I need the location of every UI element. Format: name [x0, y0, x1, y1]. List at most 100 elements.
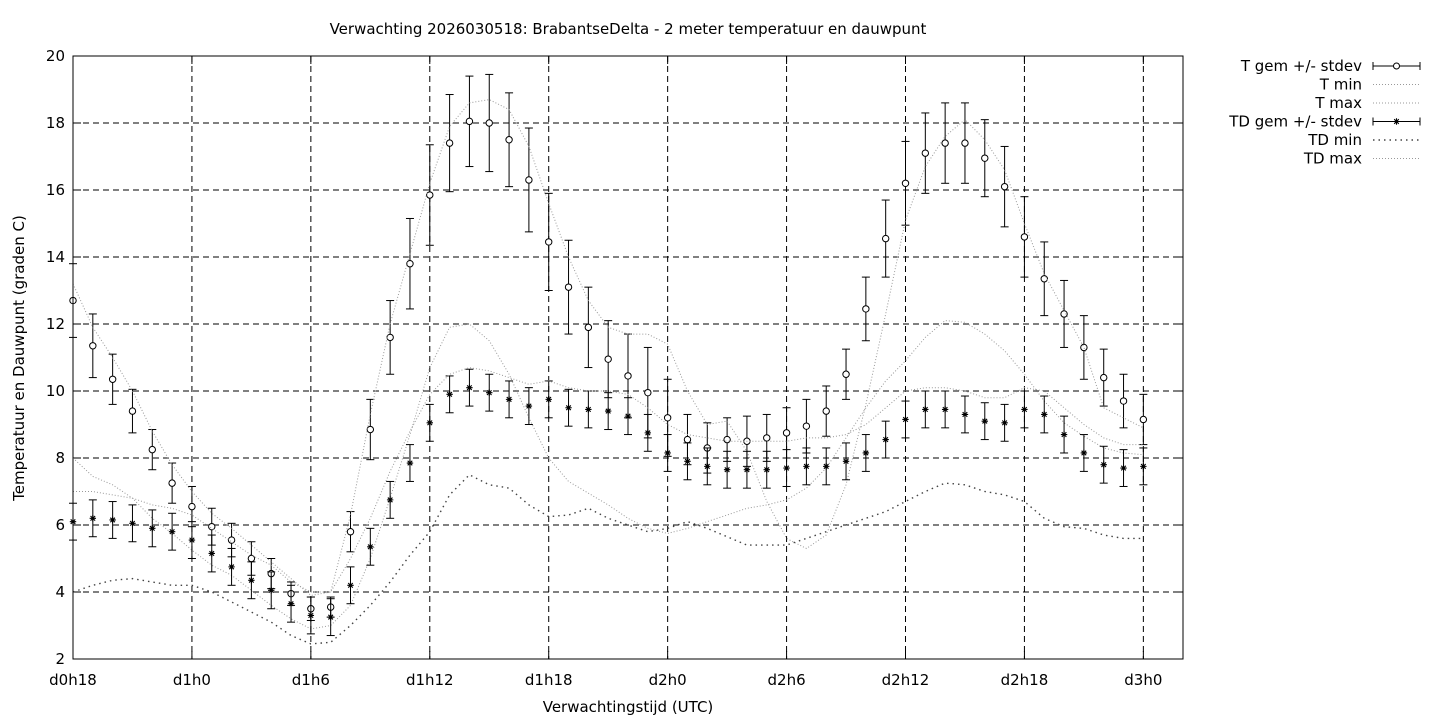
data-point — [723, 435, 731, 444]
data-point — [763, 434, 771, 442]
data-point — [941, 139, 949, 147]
data-point — [683, 435, 692, 444]
data-point — [287, 600, 295, 607]
data-point — [921, 149, 930, 157]
data-point — [663, 414, 672, 422]
data-point — [1080, 343, 1088, 352]
data-point — [782, 429, 791, 437]
y-tick-label: 8 — [55, 449, 65, 467]
data-point — [881, 234, 890, 243]
data-point — [802, 422, 811, 430]
data-point — [981, 154, 989, 162]
data-point — [585, 406, 592, 413]
data-point — [525, 176, 533, 184]
x-tick-label: d2h6 — [768, 671, 806, 689]
data-point — [149, 525, 156, 532]
data-point — [128, 407, 137, 415]
data-point — [624, 412, 632, 420]
x-tick-label: d1h0 — [173, 671, 211, 689]
series-line — [72, 473, 1144, 645]
data-point — [406, 459, 414, 467]
data-point — [268, 587, 275, 594]
data-point — [862, 305, 870, 313]
data-point — [446, 391, 453, 398]
data-point — [307, 612, 315, 619]
x-tick-label: d2h0 — [649, 671, 687, 689]
data-point — [1000, 182, 1009, 191]
data-point — [763, 466, 770, 473]
x-axis-label: Verwachtingstijd (UTC) — [543, 698, 714, 716]
data-point — [386, 496, 394, 504]
x-tick-label: d3h0 — [1124, 671, 1162, 689]
data-point — [486, 389, 493, 396]
data-point — [822, 407, 830, 415]
data-point — [327, 613, 334, 621]
data-point — [644, 388, 652, 397]
data-point — [723, 466, 731, 473]
data-point — [545, 396, 552, 403]
x-tick-label: d1h18 — [525, 671, 573, 689]
data-point — [564, 283, 573, 291]
data-point — [1120, 464, 1127, 472]
data-point — [406, 260, 414, 268]
chart-title: Verwachting 2026030518: BrabantseDelta -… — [330, 20, 927, 38]
data-point — [783, 464, 790, 472]
data-point — [922, 406, 929, 413]
data-point — [1100, 373, 1108, 382]
series-layer — [69, 73, 1148, 645]
data-point — [981, 417, 988, 425]
data-point — [644, 429, 652, 437]
data-point — [366, 425, 375, 434]
data-point — [89, 515, 97, 522]
data-point — [208, 522, 216, 531]
data-point — [803, 463, 810, 470]
legend-marker — [1393, 118, 1400, 125]
data-point — [445, 139, 454, 147]
data-point — [1060, 431, 1068, 438]
y-tick-label: 20 — [46, 47, 65, 65]
legend-label: TD min — [1307, 131, 1362, 149]
plot-frame — [72, 55, 1184, 660]
data-point — [466, 384, 473, 391]
data-point — [386, 333, 394, 342]
legend-marker — [1393, 62, 1400, 70]
data-point — [208, 550, 215, 557]
series-td-gem-stdev — [69, 368, 1148, 637]
y-tick-label: 16 — [46, 181, 65, 199]
legend-label: TD max — [1303, 150, 1362, 168]
data-point — [346, 528, 355, 536]
data-point — [168, 479, 176, 487]
data-point — [247, 554, 256, 563]
legend-label: TD gem +/- stdev — [1228, 113, 1362, 131]
data-point — [842, 370, 850, 378]
data-point — [1139, 415, 1148, 424]
data-point — [347, 582, 354, 589]
data-point — [901, 179, 910, 188]
data-point — [1020, 233, 1029, 241]
data-point — [862, 449, 870, 457]
y-tick-label: 12 — [46, 315, 65, 333]
data-point — [465, 117, 474, 126]
data-point — [248, 577, 255, 584]
data-point — [188, 536, 196, 544]
series-td-min — [72, 473, 1144, 645]
y-tick-label: 18 — [46, 114, 65, 132]
data-point — [1041, 411, 1048, 418]
y-axis-label: Temperatuur en Dauwpunt (graden C) — [10, 215, 28, 502]
x-tick-label: d2h18 — [1001, 671, 1049, 689]
data-point — [941, 406, 949, 413]
data-point — [367, 543, 374, 550]
data-point — [584, 323, 593, 332]
data-point — [228, 563, 235, 571]
data-point — [188, 502, 196, 511]
data-point — [684, 458, 691, 465]
series-line — [73, 367, 1144, 593]
data-point — [1140, 463, 1147, 470]
y-tick-label: 2 — [55, 650, 65, 668]
data-point — [168, 528, 176, 535]
data-point — [624, 372, 632, 380]
data-point — [148, 445, 156, 454]
data-point — [505, 136, 513, 144]
data-point — [842, 458, 850, 465]
